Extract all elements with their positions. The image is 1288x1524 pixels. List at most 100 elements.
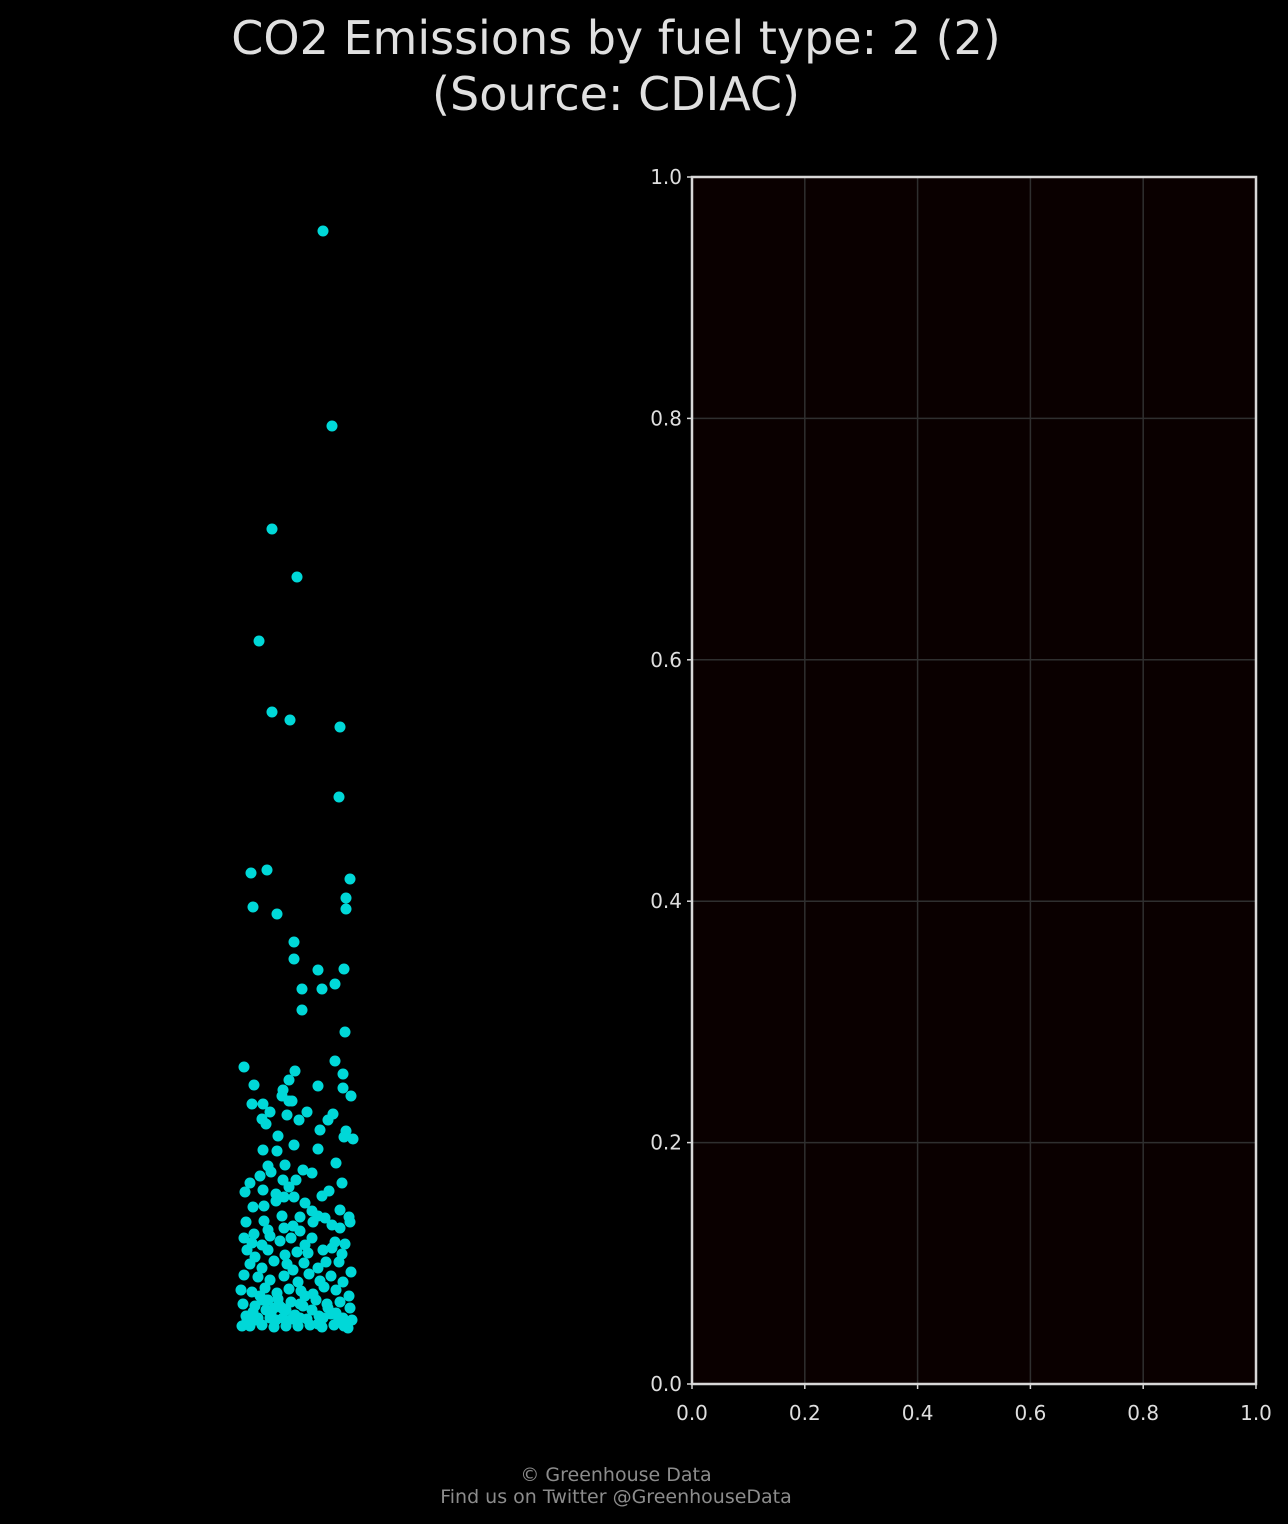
data-point — [312, 964, 324, 976]
data-point — [330, 1157, 342, 1169]
data-point — [276, 1302, 288, 1314]
data-point — [264, 1274, 276, 1286]
data-point — [257, 1098, 269, 1110]
data-point — [238, 1269, 250, 1281]
data-point — [278, 1222, 290, 1234]
data-point — [306, 1167, 318, 1179]
data-point — [291, 571, 303, 583]
data-point — [287, 1264, 299, 1276]
x-tick-label: 0.4 — [902, 1401, 934, 1425]
data-point — [278, 1270, 290, 1282]
data-point — [257, 1184, 269, 1196]
data-point — [288, 936, 300, 948]
data-point — [316, 983, 328, 995]
data-point — [344, 1216, 356, 1228]
data-point — [283, 1181, 295, 1193]
data-point — [320, 1256, 332, 1268]
data-point — [294, 1298, 306, 1310]
data-point — [302, 1247, 314, 1259]
data-point — [283, 1074, 295, 1086]
data-point — [252, 1271, 264, 1283]
plot-frame — [690, 175, 1258, 1386]
data-point — [330, 1284, 342, 1296]
data-point — [244, 1177, 256, 1189]
data-point — [271, 1145, 283, 1157]
x-tick-label: 0.8 — [1127, 1401, 1159, 1425]
data-point — [314, 1124, 326, 1136]
data-point — [285, 1232, 297, 1244]
data-point — [291, 1246, 303, 1258]
chart-title-line2: (Source: CDIAC) — [432, 67, 800, 121]
data-point — [289, 1065, 301, 1077]
data-point — [292, 1276, 304, 1288]
data-point — [264, 1230, 276, 1242]
data-point — [258, 1200, 270, 1212]
data-point — [239, 1186, 251, 1198]
data-point — [265, 1166, 277, 1178]
data-point — [322, 1114, 334, 1126]
data-point — [340, 892, 352, 904]
y-tick-label: 0.0 — [650, 1372, 682, 1396]
data-point — [347, 1133, 359, 1145]
data-point — [317, 1244, 329, 1256]
chart-title-line1: CO2 Emissions by fuel type: 2 (2) — [231, 11, 1001, 65]
data-point — [310, 1294, 322, 1306]
data-point — [334, 1296, 346, 1308]
data-point — [338, 1131, 350, 1143]
data-point — [290, 1174, 302, 1186]
data-point — [288, 1139, 300, 1151]
data-point — [334, 721, 346, 733]
data-point — [344, 1302, 356, 1314]
data-point — [343, 1290, 355, 1302]
data-point — [270, 1195, 282, 1207]
data-point — [333, 1256, 345, 1268]
data-point — [334, 1222, 346, 1234]
data-point — [297, 1164, 309, 1176]
data-point — [254, 1170, 266, 1182]
data-point — [326, 420, 338, 432]
data-point — [268, 1255, 280, 1267]
x-tick-label: 0.2 — [789, 1401, 821, 1425]
data-point — [246, 1098, 258, 1110]
footer-copyright: © Greenhouse Data — [520, 1464, 712, 1486]
data-point — [272, 1293, 284, 1305]
data-point — [266, 523, 278, 535]
data-point — [288, 953, 300, 965]
data-point — [264, 1106, 276, 1118]
data-point — [294, 1211, 306, 1223]
data-point — [333, 791, 345, 803]
data-point — [303, 1268, 315, 1280]
y-tick-label: 0.6 — [650, 648, 682, 672]
data-point — [326, 1242, 338, 1254]
data-point — [276, 1210, 288, 1222]
data-point — [317, 225, 329, 237]
x-tick-label: 0.6 — [1014, 1401, 1046, 1425]
data-point — [318, 1281, 330, 1293]
data-point — [319, 1212, 331, 1224]
strip-plot — [235, 225, 359, 1334]
empty-scatter-panel: 0.0 0.2 0.4 0.6 0.8 1.0 0.0 0.2 0.4 0.6 0.8 1.0 — [650, 165, 1272, 1425]
data-point — [241, 1314, 253, 1326]
data-point — [336, 1177, 348, 1189]
data-point — [266, 706, 278, 718]
data-point — [279, 1249, 291, 1261]
data-point — [238, 1232, 250, 1244]
data-point — [316, 1190, 328, 1202]
data-point — [344, 873, 356, 885]
data-point — [272, 1130, 284, 1142]
data-point — [329, 978, 341, 990]
data-point — [337, 1276, 349, 1288]
data-point — [293, 1114, 305, 1126]
data-point — [258, 1215, 270, 1227]
data-point — [307, 1216, 319, 1228]
data-point — [338, 1320, 350, 1332]
x-tick-label: 1.0 — [1240, 1401, 1272, 1425]
data-point — [296, 1004, 308, 1016]
y-tick-label: 0.2 — [650, 1131, 682, 1155]
data-point — [244, 1258, 256, 1270]
data-point — [256, 1294, 268, 1306]
data-point — [340, 903, 352, 915]
data-point — [334, 1204, 346, 1216]
data-point — [312, 1318, 324, 1330]
data-point — [286, 1313, 298, 1325]
